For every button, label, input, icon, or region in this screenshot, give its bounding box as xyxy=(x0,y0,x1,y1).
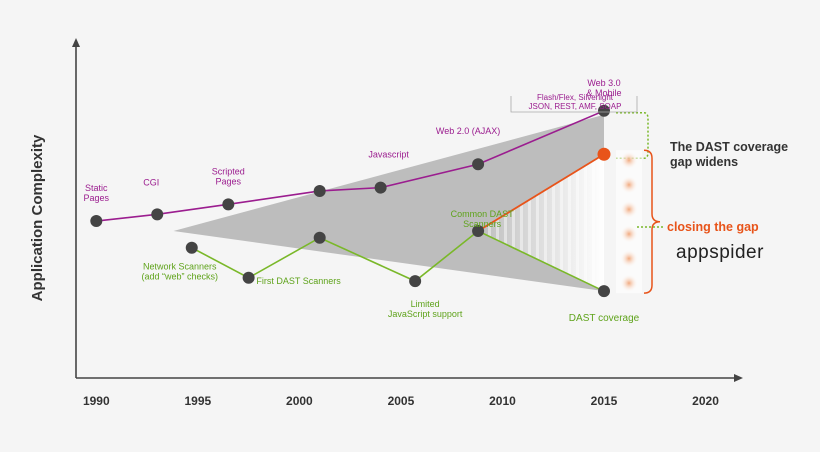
data-point xyxy=(598,285,610,298)
axes-layer xyxy=(72,38,743,382)
closing-gap-dot xyxy=(620,274,638,293)
top-note-bracket xyxy=(510,96,638,113)
point-label: Web 3.0 xyxy=(587,78,620,88)
top-note-line-1: Flash/Flex, Silverlight xyxy=(537,93,614,102)
x-tick-1990: 1990 xyxy=(83,394,110,408)
closing-gap-dot xyxy=(620,224,638,243)
data-point xyxy=(472,225,485,238)
data-point xyxy=(185,241,198,254)
appspider-logo: appspider xyxy=(676,242,764,263)
point-label: Limited xyxy=(411,299,440,309)
point-label: JavaScript support xyxy=(388,309,463,319)
point-label: Javascript xyxy=(368,150,409,160)
point-label: Scanners xyxy=(463,219,502,229)
data-point xyxy=(313,184,326,197)
x-axis-arrow xyxy=(734,374,743,382)
point-label: Pages xyxy=(84,193,110,203)
gap-title-line-2: gap widens xyxy=(670,155,738,169)
x-tick-labels: 1990 1995 2000 2005 2010 2015 2020 xyxy=(83,394,719,408)
point-label: Common DAST xyxy=(451,209,515,219)
point-label: CGI xyxy=(143,177,159,187)
x-tick-2000: 2000 xyxy=(286,394,313,408)
x-tick-2010: 2010 xyxy=(489,394,516,408)
data-point xyxy=(222,198,235,211)
y-axis-arrow xyxy=(72,38,80,47)
data-point xyxy=(90,215,103,228)
data-point xyxy=(472,158,485,171)
appspider-line xyxy=(477,153,605,232)
point-label: (add “web” checks) xyxy=(141,272,218,282)
point-labels-layer: StaticPagesCGIScriptedPagesJavascriptWeb… xyxy=(84,78,640,324)
point-label: Pages xyxy=(216,176,242,186)
gap-annotations: The DAST coverage gap widens closing the… xyxy=(637,140,788,263)
x-tick-2015: 2015 xyxy=(591,394,618,408)
appspider-point xyxy=(597,147,611,161)
appspider-stripes xyxy=(478,154,604,292)
closing-gap-column xyxy=(616,150,642,294)
gap-bracket-dotted xyxy=(616,112,649,159)
closing-gap-dot xyxy=(620,175,638,194)
top-note-line-2: JSON, REST, AMF, SOAP xyxy=(529,102,622,111)
x-tick-2020: 2020 xyxy=(692,394,719,408)
closing-the-gap-label: closing the gap xyxy=(667,220,759,234)
top-note: Flash/Flex, Silverlight JSON, REST, AMF,… xyxy=(510,93,638,113)
data-point xyxy=(151,208,164,221)
point-label: & Mobile xyxy=(586,88,621,98)
series-layer xyxy=(90,104,611,298)
data-point xyxy=(598,104,610,117)
point-label: Static xyxy=(85,183,108,193)
data-point xyxy=(313,231,326,244)
gap-title-line-1: The DAST coverage xyxy=(670,140,788,154)
data-point xyxy=(409,275,422,288)
closing-gap-dot xyxy=(620,151,638,170)
point-label: DAST coverage xyxy=(569,313,640,324)
coverage-gap-wedge xyxy=(173,114,604,292)
point-label: Scripted xyxy=(212,166,245,176)
x-tick-1995: 1995 xyxy=(184,394,211,408)
closing-gap-dot xyxy=(620,249,638,268)
data-point xyxy=(242,271,255,284)
data-point xyxy=(374,181,387,194)
point-label: Network Scanners xyxy=(143,262,217,272)
series-line-green xyxy=(191,230,605,292)
shapes-layer xyxy=(173,112,661,294)
point-label: Web 2.0 (AJAX) xyxy=(436,126,500,136)
y-axis-label: Application Complexity xyxy=(29,134,46,301)
point-label: First DAST Scanners xyxy=(256,276,341,286)
closing-gap-brace xyxy=(643,149,661,294)
x-tick-2005: 2005 xyxy=(388,394,415,408)
closing-gap-dot xyxy=(620,200,638,219)
